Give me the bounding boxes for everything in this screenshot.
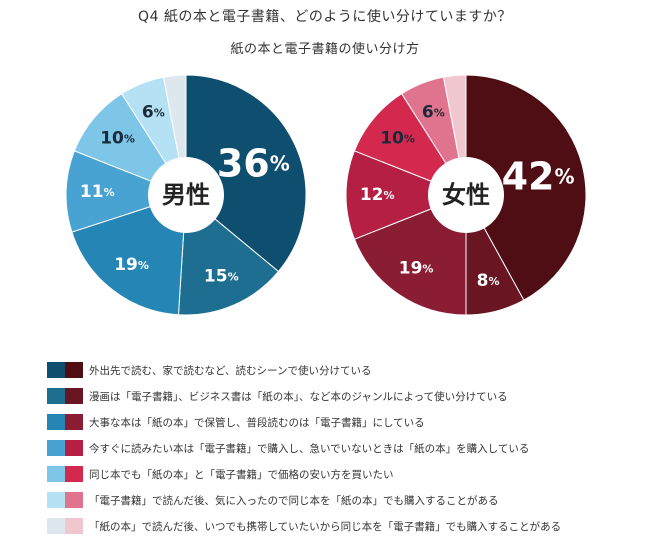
legend-label: 大事な本は「紙の本」で保管し、普段読むのは「電子書籍」にしている (89, 416, 425, 429)
legend-swatch-female (65, 466, 83, 482)
legend-swatch-male (47, 466, 65, 482)
pie-value-label-0-5: 6% (142, 102, 165, 122)
legend-swatch-female (65, 414, 83, 430)
pie-slice-0-2 (71, 194, 187, 316)
pie-slice-1-2 (353, 194, 467, 316)
pie-center-label-1: 女性 (442, 181, 490, 209)
legend-label: 漫画は「電子書籍」、ビジネス書は「紙の本」、など本のジャンルによって使い分けてい… (89, 390, 508, 403)
legend-swatch-male (47, 492, 65, 508)
pie-value-label-1-3: 12% (360, 185, 395, 205)
pie-charts: 36% 15% 19% 11% 10% 6% 男性 42% 8% 19% 12% 10% 6% 女性 (65, 74, 587, 316)
legend-swatch-female (65, 388, 83, 404)
pie-value-label-0-3: 11% (80, 182, 115, 202)
legend-swatch-pair (47, 362, 83, 378)
legend-item: 「紙の本」で読んだ後、いつでも携帯していたいから同じ本を「電子書籍」でも購入する… (47, 513, 647, 539)
legend-item: 漫画は「電子書籍」、ビジネス書は「紙の本」、など本のジャンルによって使い分けてい… (47, 383, 647, 409)
legend-swatch-male (47, 362, 65, 378)
pie-center-label-0: 男性 (162, 181, 210, 209)
legend-swatch-male (47, 388, 65, 404)
legend-swatch-female (65, 492, 83, 508)
legend-label: 外出先で読む、家で読むなど、読むシーンで使い分けている (89, 364, 372, 377)
pie-value-label-1-5: 6% (422, 102, 445, 122)
pie-value-label-0-0: 36% (217, 141, 290, 185)
legend-swatch-female (65, 362, 83, 378)
legend-item: 「電子書籍」で読んだ後、気に入ったので同じ本を「紙の本」でも購入することがある (47, 487, 647, 513)
legend-label: 今すぐに読みたい本は「電子書籍」で購入し、急いでいないときは「紙の本」を購入して… (89, 442, 530, 455)
pie-value-label-1-4: 10% (380, 128, 415, 148)
pie-slice-0-0 (185, 74, 307, 273)
legend-swatch-male (47, 518, 65, 534)
pie-center-1 (428, 157, 504, 233)
chart-title: Q4 紙の本と電子書籍、どのように使い分けていますか？ (138, 9, 512, 25)
legend-swatch-pair (47, 414, 83, 430)
pie-slice-0-3 (65, 150, 188, 233)
pie-value-label-0-1: 15% (204, 266, 239, 286)
legend-swatch-pair (47, 466, 83, 482)
chart-subtitle: 紙の本と電子書籍の使い分け方 (230, 42, 420, 57)
legend-swatch-pair (47, 492, 83, 508)
legend-swatch-female (65, 440, 83, 456)
pie-value-label-1-0: 42% (502, 154, 575, 198)
pie-slice-1-3 (345, 150, 468, 240)
legend: 外出先で読む、家で読むなど、読むシーンで使い分けている漫画は「電子書籍」、ビジネ… (47, 357, 647, 539)
legend-swatch-male (47, 414, 65, 430)
legend-item: 大事な本は「紙の本」で保管し、普段読むのは「電子書籍」にしている (47, 409, 647, 435)
legend-label: 同じ本でも「紙の本」と「電子書籍」で価格の安い方を買いたい (89, 468, 394, 481)
legend-label: 「電子書籍」で読んだ後、気に入ったので同じ本を「紙の本」でも購入することがある (89, 494, 499, 507)
pie-value-label-0-4: 10% (100, 128, 135, 148)
pie-center-0 (148, 157, 224, 233)
pie-value-label-1-1: 8% (477, 271, 500, 291)
pie-value-label-0-2: 19% (114, 255, 149, 275)
pie-value-label-1-2: 19% (399, 258, 434, 278)
legend-swatch-pair (47, 518, 83, 534)
legend-item: 同じ本でも「紙の本」と「電子書籍」で価格の安い方を買いたい (47, 461, 647, 487)
pie-slice-1-0 (465, 74, 587, 301)
legend-item: 今すぐに読みたい本は「電子書籍」で購入し、急いでいないときは「紙の本」を購入して… (47, 435, 647, 461)
legend-label: 「紙の本」で読んだ後、いつでも携帯していたいから同じ本を「電子書籍」でも購入する… (89, 520, 562, 533)
legend-swatch-female (65, 518, 83, 534)
legend-item: 外出先で読む、家で読むなど、読むシーンで使い分けている (47, 357, 647, 383)
legend-swatch-male (47, 440, 65, 456)
legend-swatch-pair (47, 388, 83, 404)
legend-swatch-pair (47, 440, 83, 456)
